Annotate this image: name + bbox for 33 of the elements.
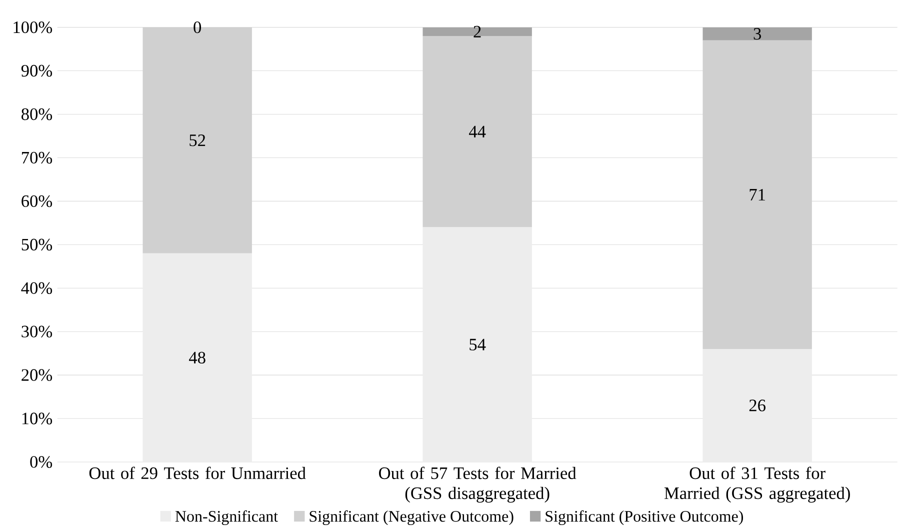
x-tick-label: Out of 31 Tests for Married (GSS aggregated) bbox=[664, 466, 850, 503]
bar bbox=[702, 348, 812, 462]
y-tick-label: 30% bbox=[22, 326, 52, 338]
data-label: 52 bbox=[190, 134, 206, 146]
data-label: 2 bbox=[474, 26, 481, 38]
data-label: 71 bbox=[750, 188, 765, 200]
y-tick-label: 0% bbox=[30, 456, 52, 468]
bar bbox=[422, 36, 532, 228]
bar bbox=[422, 227, 532, 462]
data-label: 54 bbox=[470, 338, 486, 350]
y-tick-label: 60% bbox=[22, 195, 52, 208]
bar bbox=[142, 253, 252, 462]
y-tick-label: 20% bbox=[22, 369, 52, 381]
bar bbox=[702, 40, 812, 349]
y-tick-label: 50% bbox=[22, 238, 52, 251]
data-label: 3 bbox=[754, 28, 761, 40]
y-tick-label: 10% bbox=[22, 412, 52, 424]
legend-label: Non-Significant bbox=[175, 510, 278, 526]
y-tick-label: 100% bbox=[14, 21, 52, 34]
legend-label: Significant (Positive Outcome) bbox=[546, 510, 744, 526]
data-label: 0 bbox=[194, 21, 202, 34]
data-label: 26 bbox=[749, 400, 766, 412]
bar bbox=[422, 27, 532, 36]
y-tick-label: 40% bbox=[21, 282, 52, 294]
data-label: 48 bbox=[189, 352, 206, 364]
y-tick-label: 80% bbox=[22, 108, 52, 120]
x-tick-label: Out of 57 Tests for Married (GSS disaggregated) bbox=[379, 466, 576, 503]
bar bbox=[702, 27, 812, 40]
legend-label: Significant (Negative Outcome) bbox=[310, 510, 514, 526]
data-label: 44 bbox=[469, 126, 486, 138]
y-tick-label: 90% bbox=[21, 64, 52, 77]
y-tick-label: 70% bbox=[22, 152, 52, 164]
x-tick-label: Out of 29 Tests for Unmarried bbox=[89, 466, 306, 480]
